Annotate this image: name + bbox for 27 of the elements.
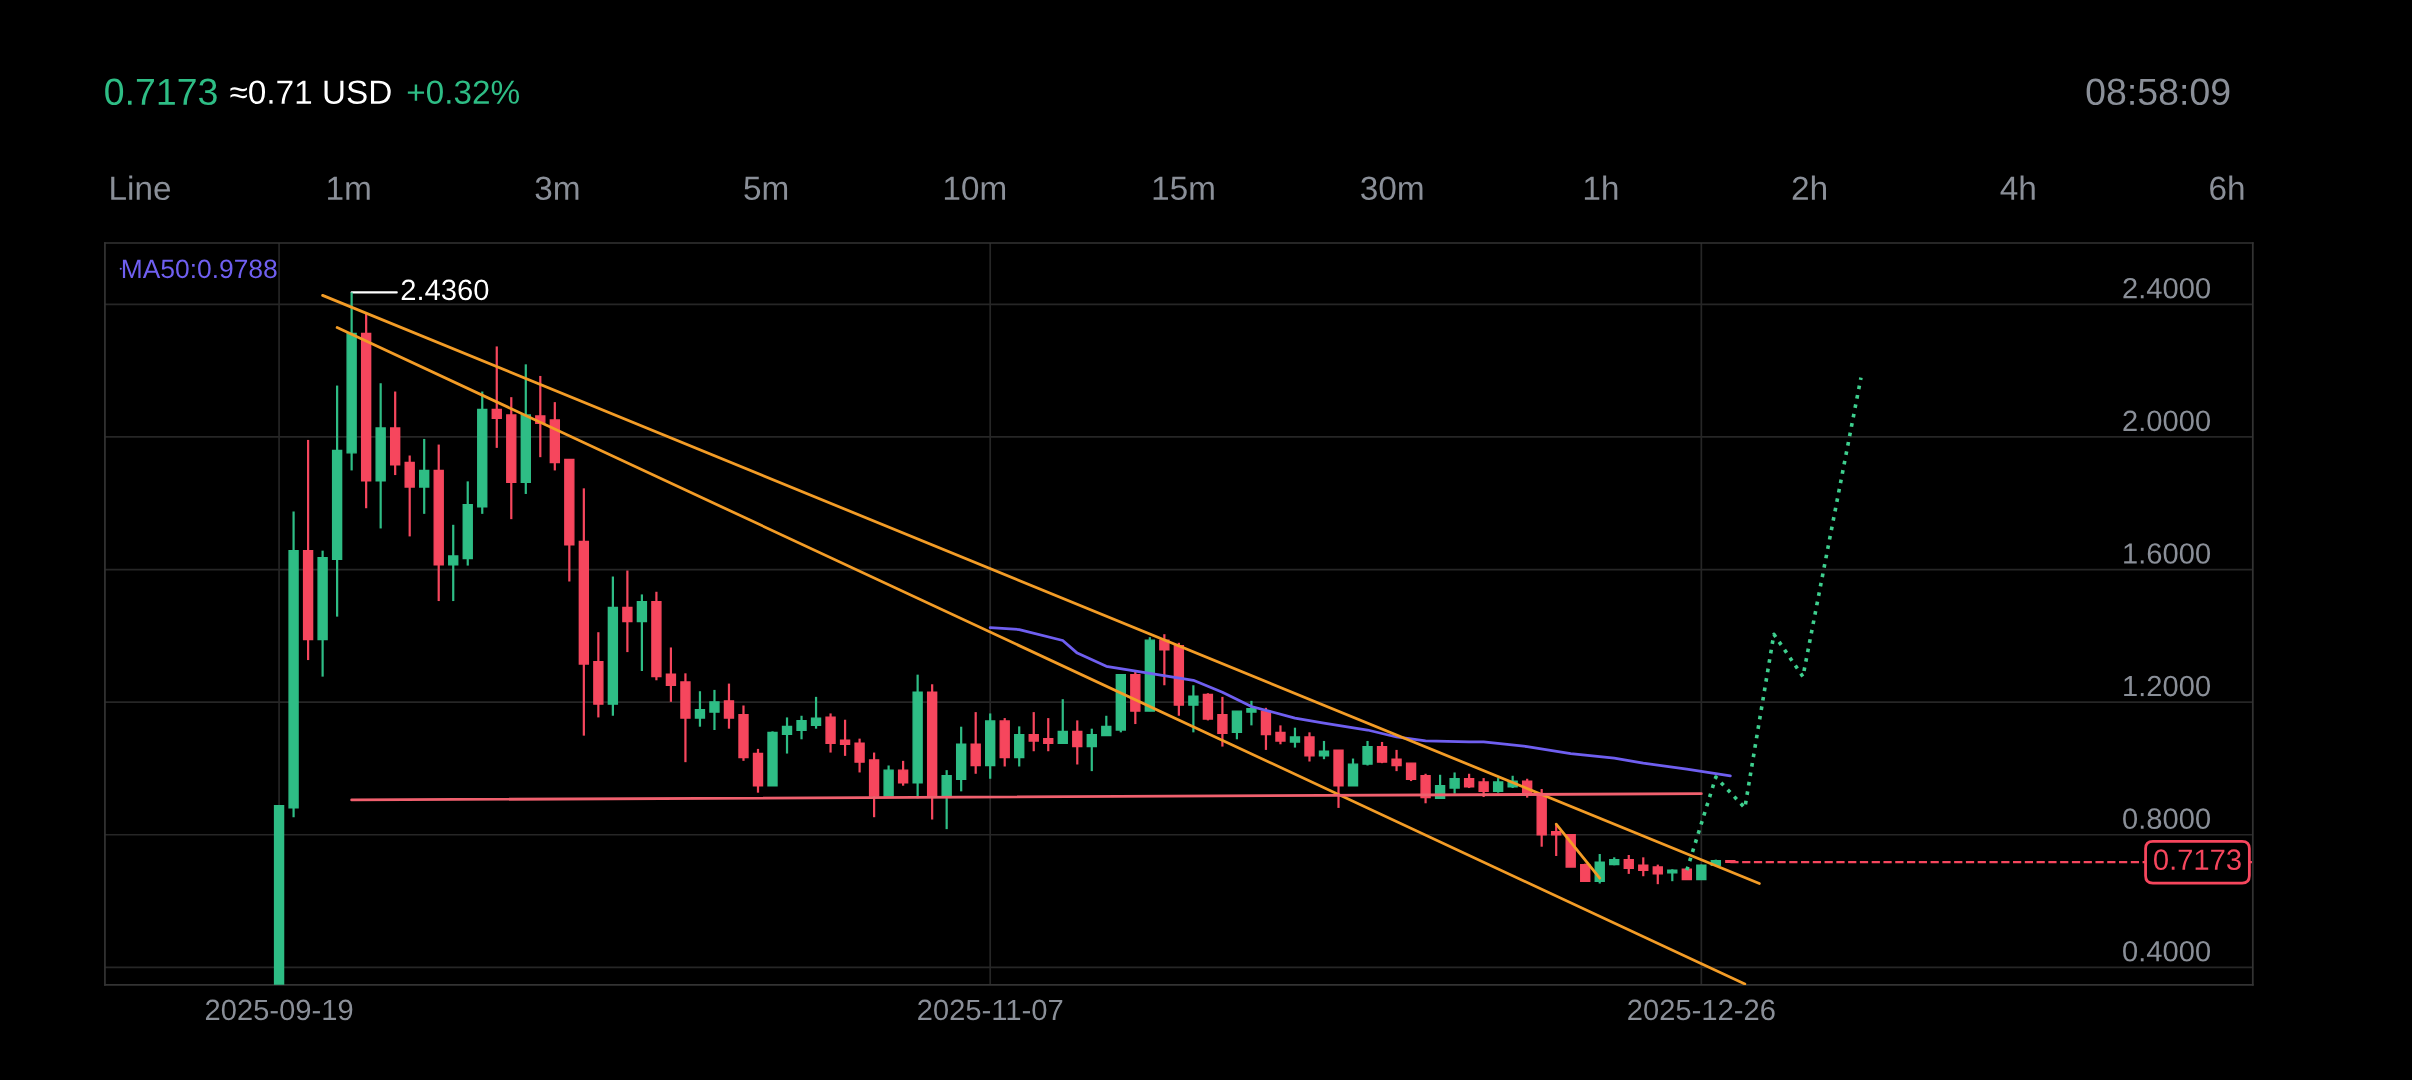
text: 6h: [2210, 175, 2244, 201]
y-tick-label: 1.6000: [2124, 543, 2211, 564]
legend-label: MA50:0.9788: [122, 259, 277, 279]
text: +0.32%: [407, 80, 519, 104]
x-tick-label: 2025-11-07: [918, 999, 1063, 1021]
x-tick-label: 2025-09-19: [205, 999, 353, 1021]
y-tick-label: 0.8000: [2123, 808, 2211, 830]
y-tick-label: 2.4000: [2123, 277, 2211, 299]
y-tick-label: 1.2000: [2124, 675, 2211, 697]
text: 5m: [744, 176, 788, 201]
text: 3m: [535, 176, 579, 201]
chart-subtitle: ≈0.71 USD: [230, 80, 391, 104]
ref-line-label: 0.7173: [2154, 849, 2241, 871]
text: Line: [111, 175, 171, 201]
text: 30m: [1361, 176, 1423, 201]
x-tick-label: 2025-12-26: [1628, 999, 1775, 1021]
text: 08:58:09: [2086, 78, 2230, 106]
y-tick-label: 2.0000: [2123, 410, 2211, 432]
text: 4h: [2000, 175, 2035, 200]
text: 1h: [1584, 175, 1618, 200]
chart-title: 0.7173: [105, 78, 217, 106]
text: 10m: [944, 176, 1006, 201]
text: 2h: [1792, 175, 1826, 200]
text: 1m: [328, 176, 370, 200]
text: 15m: [1153, 176, 1214, 201]
y-tick-label: 0.4000: [2123, 940, 2211, 962]
annotation: 2.4360: [401, 279, 489, 301]
